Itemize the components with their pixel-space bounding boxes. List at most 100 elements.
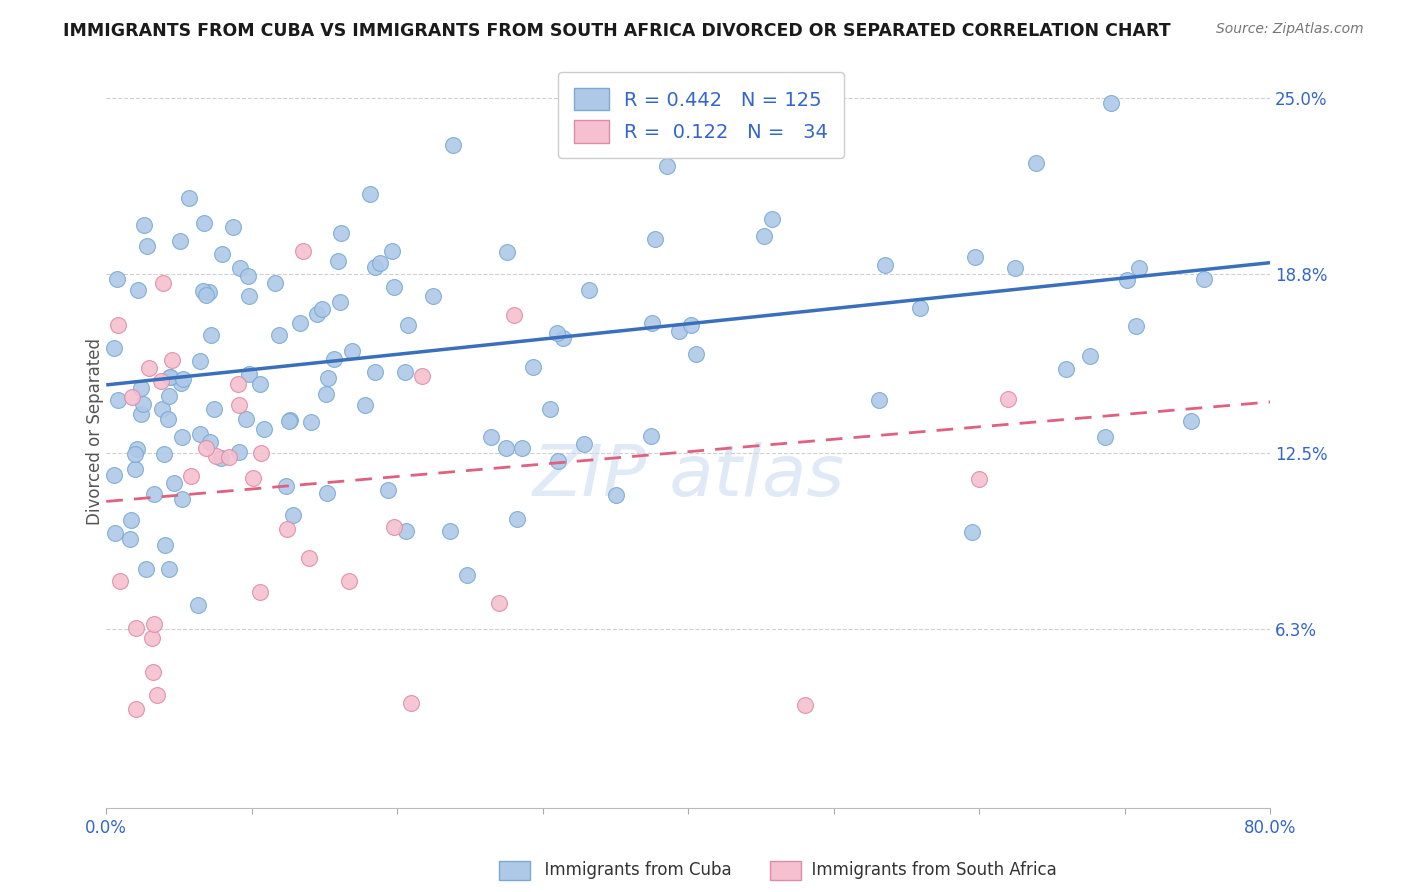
Point (157, 561, 180, 575)
Point (249, 376, 271, 391)
Point (394, 365, 416, 379)
Point (411, 368, 433, 383)
Point (578, 283, 600, 297)
Point (264, 276, 287, 290)
Point (124, 462, 146, 476)
Point (546, 326, 568, 341)
Point (997, 392, 1019, 406)
Point (274, 479, 297, 493)
Point (340, 344, 363, 359)
Point (288, 316, 311, 330)
Point (359, 186, 381, 201)
Point (125, 442, 148, 457)
Point (395, 524, 418, 538)
Point (107, 272, 129, 286)
Text: Immigrants from South Africa: Immigrants from South Africa (801, 861, 1057, 879)
Point (124, 447, 146, 461)
Point (157, 389, 180, 403)
Text: ZIP atlas: ZIP atlas (533, 442, 844, 511)
Point (131, 381, 153, 395)
Legend: R = 0.442   N = 125, R =  0.122   N =   34: R = 0.442 N = 125, R = 0.122 N = 34 (558, 72, 844, 158)
Point (242, 471, 264, 485)
Point (641, 316, 664, 330)
Point (228, 398, 250, 412)
Point (194, 288, 217, 302)
Point (479, 430, 502, 444)
Point (125, 702, 148, 716)
Point (200, 327, 222, 342)
Point (1180, 414, 1202, 428)
Point (104, 525, 127, 540)
Point (1115, 273, 1137, 287)
Point (315, 387, 337, 401)
Point (205, 449, 228, 463)
Point (538, 402, 561, 417)
Point (235, 412, 257, 426)
Point (159, 370, 181, 384)
Point (277, 413, 299, 427)
Point (547, 454, 569, 468)
Point (169, 235, 191, 249)
Point (159, 369, 181, 384)
Point (370, 256, 392, 270)
Point (228, 261, 250, 276)
Point (640, 428, 662, 442)
Text: IMMIGRANTS FROM CUBA VS IMMIGRANTS FROM SOUTH AFRICA DIVORCED OR SEPARATED CORRE: IMMIGRANTS FROM CUBA VS IMMIGRANTS FROM … (63, 22, 1171, 40)
Point (572, 437, 595, 451)
Point (142, 487, 165, 501)
Y-axis label: Divorced or Separated: Divorced or Separated (86, 338, 104, 525)
Point (382, 520, 405, 534)
Point (211, 247, 233, 261)
Point (668, 325, 690, 339)
Point (153, 447, 176, 461)
Point (506, 512, 529, 526)
Point (316, 371, 339, 385)
Point (170, 492, 193, 507)
Point (685, 347, 707, 361)
Point (329, 226, 352, 240)
Point (177, 190, 200, 204)
Point (228, 445, 250, 459)
Point (120, 533, 142, 547)
Point (142, 616, 165, 631)
Point (188, 426, 211, 441)
Point (276, 522, 298, 536)
Point (135, 562, 157, 576)
Point (152, 276, 174, 290)
Point (605, 488, 627, 502)
Point (209, 451, 232, 466)
Point (142, 665, 165, 679)
Point (253, 422, 276, 436)
Point (150, 401, 173, 416)
Point (163, 476, 186, 491)
Point (135, 238, 157, 252)
Point (761, 212, 783, 227)
Point (328, 254, 350, 268)
Point (180, 469, 202, 483)
Point (1194, 272, 1216, 286)
Point (495, 245, 517, 260)
Point (439, 524, 461, 539)
Point (510, 441, 533, 455)
Point (960, 524, 983, 539)
Point (1025, 155, 1047, 169)
Point (396, 318, 419, 333)
Point (103, 341, 125, 355)
Point (141, 631, 163, 645)
Point (187, 598, 209, 612)
Point (1128, 260, 1150, 275)
Point (281, 508, 304, 522)
Point (138, 360, 160, 375)
Point (316, 486, 339, 500)
Point (198, 285, 221, 300)
Point (103, 468, 125, 483)
Point (965, 250, 987, 264)
Point (193, 216, 215, 230)
Point (238, 289, 260, 303)
Point (153, 538, 176, 552)
Text: Immigrants from Cuba: Immigrants from Cuba (534, 861, 733, 879)
Point (873, 258, 896, 272)
Point (191, 284, 214, 298)
Point (337, 574, 360, 588)
Point (456, 568, 478, 582)
